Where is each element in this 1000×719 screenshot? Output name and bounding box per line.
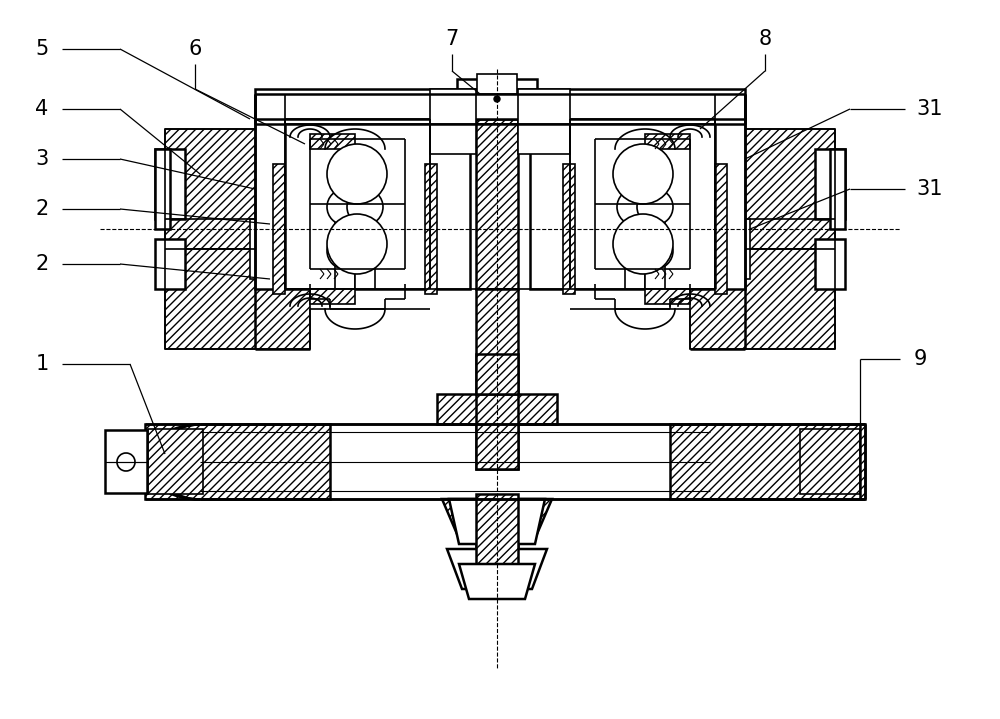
Bar (476, 499, 518, 549)
Bar (645, 134, 690, 149)
Bar (255, 89, 745, 119)
Bar (457, 79, 537, 119)
Bar (477, 74, 517, 94)
Bar (355, 169, 375, 289)
Circle shape (613, 214, 673, 274)
Bar (437, 394, 557, 424)
Bar (425, 164, 437, 294)
Circle shape (617, 233, 653, 269)
Circle shape (327, 214, 387, 274)
Text: 8: 8 (758, 29, 772, 49)
Circle shape (637, 189, 673, 225)
Circle shape (327, 144, 387, 204)
Bar (476, 354, 518, 394)
Circle shape (617, 189, 653, 225)
Circle shape (327, 189, 363, 225)
Bar (145, 424, 330, 499)
Bar (255, 114, 470, 289)
Text: 2: 2 (35, 254, 49, 274)
Text: 31: 31 (917, 179, 943, 199)
Text: 6: 6 (188, 39, 202, 59)
Bar (645, 169, 665, 289)
Bar (310, 134, 355, 149)
Bar (155, 149, 185, 219)
Bar (108, 432, 148, 491)
Bar (155, 239, 185, 289)
Bar (476, 119, 518, 289)
Circle shape (347, 233, 383, 269)
Bar (815, 239, 845, 289)
Bar (563, 164, 575, 294)
Text: 9: 9 (913, 349, 927, 369)
Bar (273, 164, 285, 294)
Bar (670, 424, 865, 499)
Bar (530, 114, 745, 289)
Bar (518, 89, 570, 154)
Polygon shape (449, 499, 545, 544)
Text: 1: 1 (35, 354, 49, 374)
Text: 7: 7 (445, 29, 459, 49)
Bar (645, 289, 690, 304)
Bar (476, 289, 518, 469)
Bar (430, 89, 476, 154)
Polygon shape (165, 249, 310, 349)
Bar (476, 394, 518, 469)
Text: 5: 5 (35, 39, 49, 59)
Bar (830, 149, 845, 229)
Bar (335, 169, 355, 289)
Circle shape (494, 96, 500, 102)
Polygon shape (442, 499, 552, 534)
Polygon shape (165, 129, 310, 249)
Polygon shape (690, 129, 835, 249)
Circle shape (347, 189, 383, 225)
Bar (800, 429, 860, 494)
Bar (625, 169, 645, 289)
Circle shape (327, 233, 363, 269)
Text: 2: 2 (35, 199, 49, 219)
Bar (155, 149, 170, 229)
Circle shape (637, 233, 673, 269)
Text: 31: 31 (917, 99, 943, 119)
Text: 4: 4 (35, 99, 49, 119)
Circle shape (613, 144, 673, 204)
Text: 3: 3 (35, 149, 49, 169)
Bar (105, 430, 147, 493)
Bar (815, 149, 845, 219)
Polygon shape (690, 249, 835, 349)
Polygon shape (459, 564, 535, 599)
Bar (148, 429, 203, 494)
Bar (310, 289, 355, 304)
Bar (715, 164, 727, 294)
Bar (476, 494, 518, 564)
Polygon shape (447, 549, 547, 589)
